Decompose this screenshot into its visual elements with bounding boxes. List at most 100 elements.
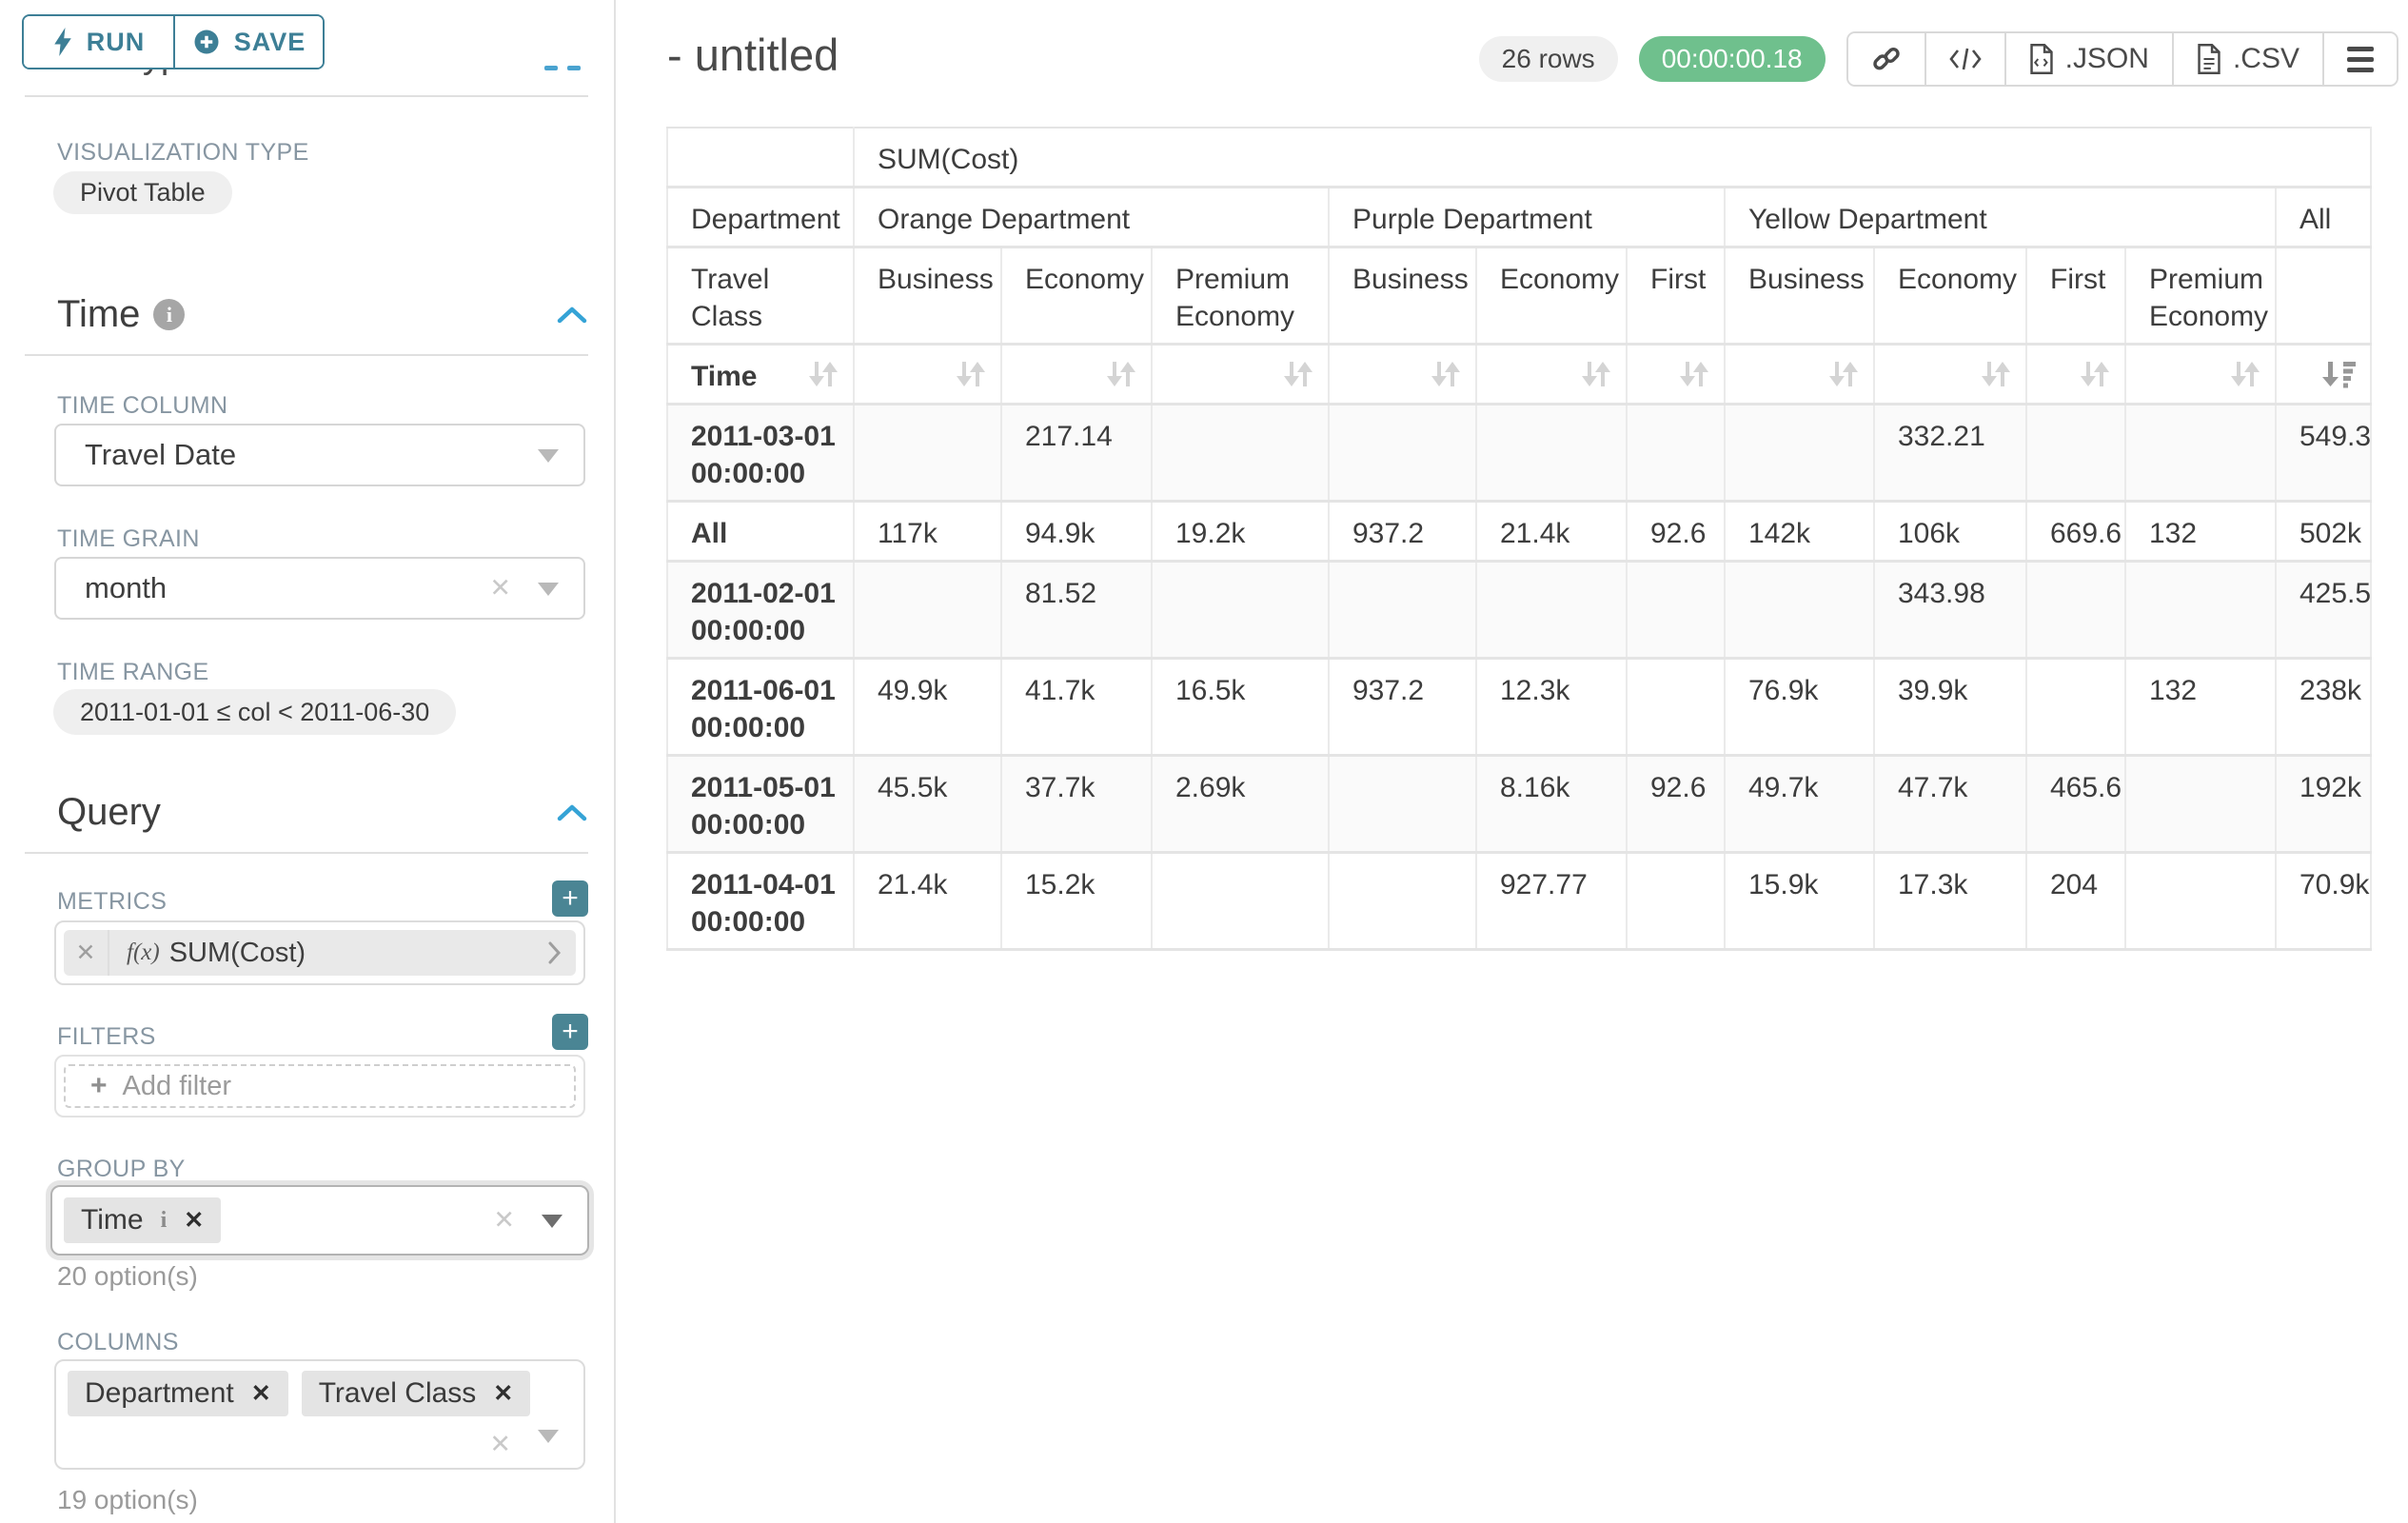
chart-area: - untitled 26 rows 00:00:00.18 [618,0,2408,1523]
pivot-sort-cell[interactable] [1627,344,1726,405]
sort-icon[interactable] [1105,360,1137,388]
sort-icon[interactable] [2229,360,2261,388]
sort-icon[interactable] [1678,360,1710,388]
time-range-pill[interactable]: 2011-01-01 ≤ col < 2011-06-30 [53,689,457,735]
pivot-sort-cell[interactable] [1476,344,1628,405]
pivot-value-cell: 8.16k [1476,755,1628,854]
file-text-icon [2198,44,2220,74]
pivot-value-cell [1627,658,1726,757]
clear-icon[interactable]: ✕ [489,1430,511,1458]
time-grain-select[interactable]: month ✕ [54,557,585,620]
pivot-row-label: All [666,501,855,563]
time-column-label: TIME COLUMN [57,392,228,419]
run-query-button[interactable]: RUN [24,16,173,68]
pivot-value-cell [1329,755,1477,854]
select-value-tag[interactable]: Department ✕ [68,1371,288,1416]
pivot-value-cell: 204 [2026,852,2126,951]
chevron-up-icon[interactable] [557,306,587,325]
run-save-button-group: RUN SAVE [22,14,325,69]
pivot-value-cell: 332.21 [1874,404,2027,503]
pivot-value-cell: 343.98 [1874,561,2027,660]
pivot-value-cell: 45.5k [854,755,1002,854]
select-value-tag[interactable]: Travel Class ✕ [301,1371,531,1416]
save-chart-button[interactable]: SAVE [173,16,323,68]
chevron-right-icon[interactable] [534,941,576,964]
pivot-value-cell [1329,561,1477,660]
menu-button[interactable] [2322,33,2397,85]
query-timer-badge: 00:00:00.18 [1638,36,1826,82]
pivot-value-cell [1725,404,1875,503]
pivot-value-cell [2026,561,2126,660]
share-link-button[interactable] [1847,33,1924,85]
pivot-sort-cell[interactable] [1001,344,1153,405]
time-column-select[interactable]: Travel Date [54,424,585,486]
pivot-value-cell [1627,404,1726,503]
sort-icon[interactable] [1430,360,1462,388]
add-filter-label: Add filter [122,1070,231,1101]
pivot-class-header: Business [854,247,1002,346]
pivot-value-cell [2125,852,2277,951]
sort-icon[interactable] [1827,360,1860,388]
metric-name: SUM(Cost) [168,937,306,968]
pivot-value-cell [1152,561,1330,660]
pivot-row-label: 2011-06-01 00:00:00 [666,658,855,757]
time-column-value: Travel Date [85,438,237,471]
export-csv-button[interactable]: .CSV [2171,33,2322,85]
remove-tag-icon[interactable]: ✕ [250,1380,271,1407]
pivot-value-cell [2125,404,2277,503]
pivot-sort-cell[interactable] [2026,344,2126,405]
columns-options-hint: 19 option(s) [57,1485,198,1514]
pivot-sort-cell[interactable] [854,344,1002,405]
sort-icon[interactable] [1580,360,1612,388]
pivot-value-cell: 70.9k [2276,852,2373,951]
pivot-sort-cell[interactable] [1152,344,1330,405]
chevron-up-icon[interactable] [557,803,587,822]
sort-icon[interactable] [955,360,987,388]
pivot-value-cell: 192k [2276,755,2373,854]
remove-metric-icon[interactable]: ✕ [64,930,109,976]
pivot-value-cell: 927.77 [1476,852,1628,951]
pivot-class-header: First [2026,247,2126,346]
pivot-value-cell: 41.7k [1001,658,1153,757]
pivot-sort-cell[interactable] [1725,344,1875,405]
pivot-metric-header: SUM(Cost) [854,127,2373,188]
chart-title[interactable]: - untitled [667,30,839,80]
query-section-header: Query [57,791,587,834]
add-filter-plus-button[interactable]: + [552,1014,588,1050]
sort-icon[interactable] [807,360,839,388]
pivot-value-cell [1627,561,1726,660]
pivot-sort-cell-time[interactable]: Time [666,344,855,405]
run-label: RUN [86,27,146,56]
pivot-value-cell [1476,561,1628,660]
pivot-sort-cell[interactable] [1874,344,2027,405]
visualization-type-pill[interactable]: Pivot Table [53,171,232,214]
pivot-row: 2011-05-01 00:00:00 45.5k 37.7k 2.69k 8.16k 92… [666,755,2373,854]
time-range-label: TIME RANGE [57,659,209,685]
select-value-tag[interactable]: Time i ✕ [64,1197,222,1243]
clipped-icon-fragment [567,66,581,70]
caret-down-icon[interactable] [538,1430,559,1443]
sort-icon[interactable] [2079,360,2111,388]
pivot-value-cell: 21.4k [1476,501,1628,563]
pivot-sort-cell[interactable] [2125,344,2277,405]
add-metric-button[interactable]: + [552,880,588,917]
group-by-tags: Time i ✕ [64,1197,234,1243]
view-query-button[interactable] [1924,33,2004,85]
pivot-value-cell: 94.9k [1001,501,1153,563]
metric-item[interactable]: ✕ f(x) SUM(Cost) [64,930,576,976]
add-filter-button[interactable]: + Add filter [64,1064,576,1108]
export-json-button[interactable]: .JSON [2003,33,2172,85]
columns-select[interactable]: Department ✕ Travel Class ✕ ✕ [54,1359,585,1470]
sort-icon[interactable] [1980,360,2012,388]
sort-icon[interactable] [1282,360,1314,388]
sort-desc-active-icon[interactable] [2321,360,2357,388]
clear-icon[interactable]: ✕ [489,573,511,603]
caret-down-icon[interactable] [542,1215,563,1228]
remove-tag-icon[interactable]: ✕ [493,1380,514,1407]
clear-icon[interactable]: ✕ [493,1205,515,1235]
pivot-sort-cell[interactable] [2276,344,2373,405]
pivot-sort-cell[interactable] [1329,344,1477,405]
remove-tag-icon[interactable]: ✕ [184,1207,205,1234]
pivot-value-cell: 49.7k [1725,755,1875,854]
group-by-select[interactable]: Time i ✕ ✕ [50,1185,589,1256]
